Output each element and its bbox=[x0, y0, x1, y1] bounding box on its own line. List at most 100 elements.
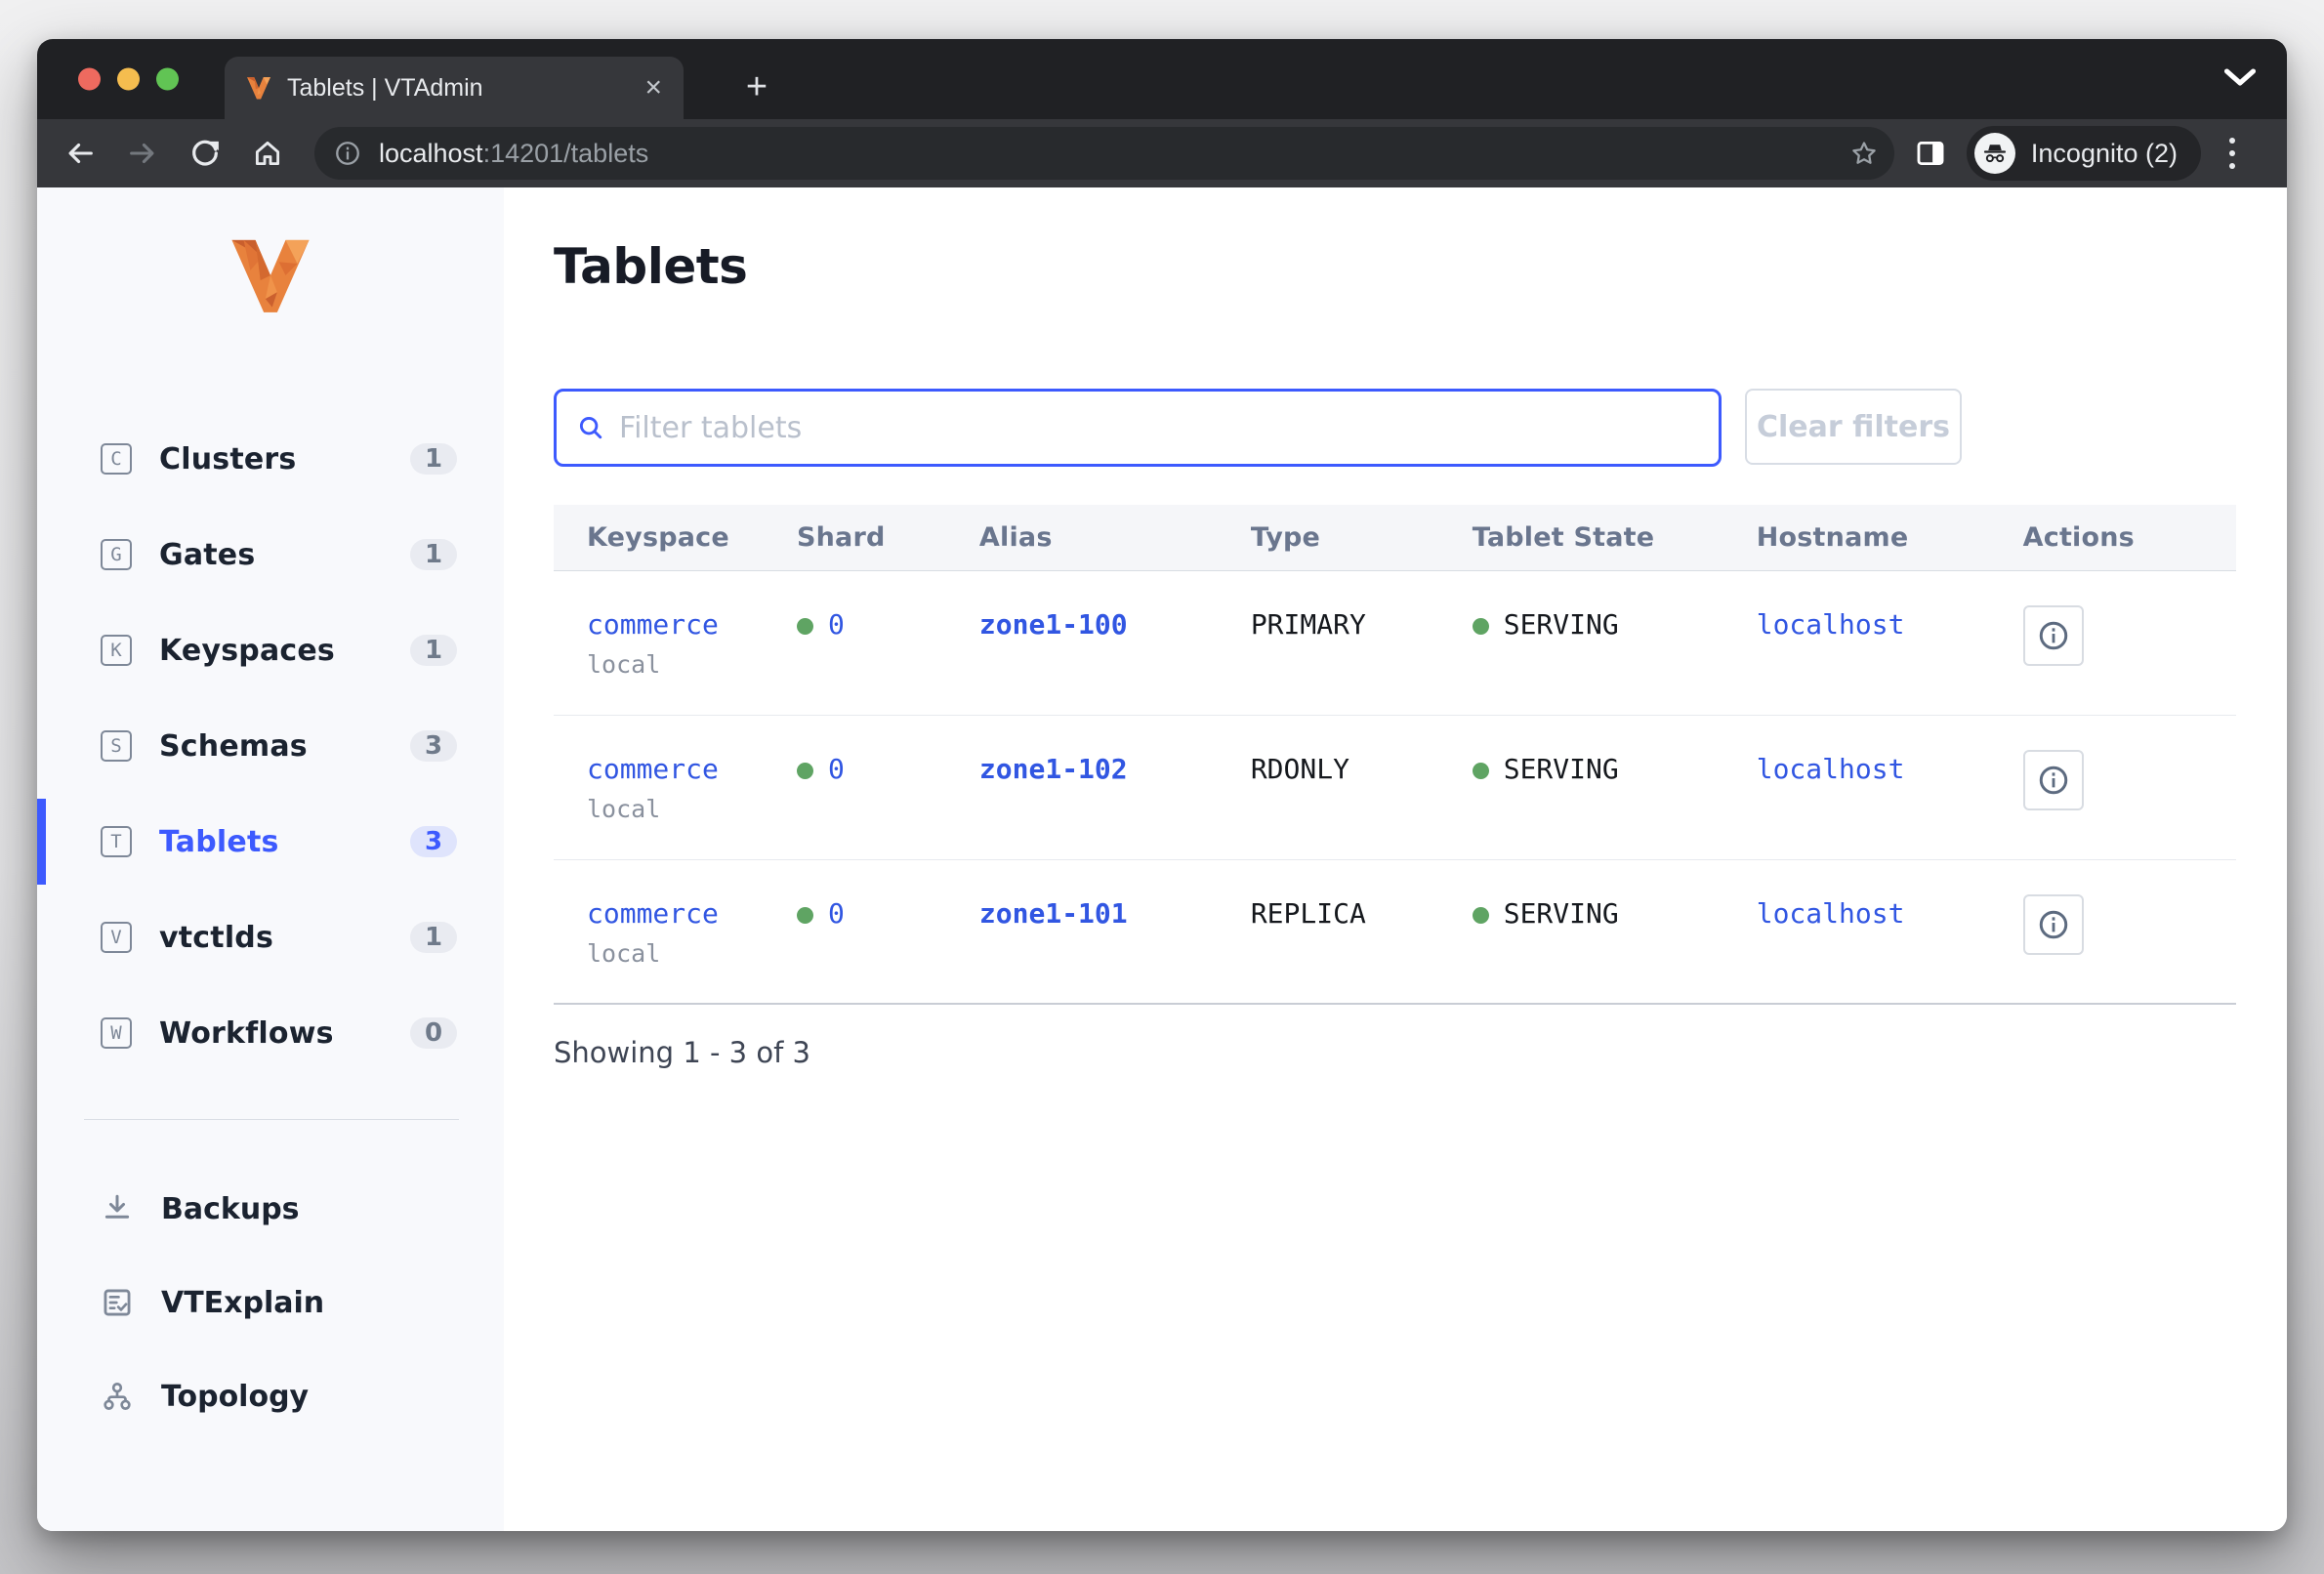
vitess-logo bbox=[228, 236, 312, 318]
sidebar-divider bbox=[84, 1119, 459, 1120]
cluster-name: local bbox=[587, 938, 661, 968]
incognito-badge[interactable]: Incognito (2) bbox=[1966, 126, 2201, 181]
sidebar-item-backups[interactable]: Backups bbox=[37, 1162, 504, 1256]
filter-tablets-input[interactable] bbox=[619, 410, 1699, 445]
new-tab-button[interactable]: + bbox=[745, 65, 768, 107]
incognito-icon bbox=[1973, 133, 2015, 174]
sidebar-item-vtexplain[interactable]: VTExplain bbox=[37, 1256, 504, 1349]
alias-link[interactable]: zone1-100 bbox=[978, 607, 1128, 641]
shard-link[interactable]: 0 bbox=[827, 607, 845, 641]
clear-filters-button[interactable]: Clear filters bbox=[1745, 389, 1962, 465]
col-alias: Alias bbox=[978, 505, 1251, 571]
count-badge: 1 bbox=[410, 635, 457, 666]
browser-tab[interactable]: Tablets | VTAdmin × bbox=[225, 57, 684, 119]
info-icon bbox=[2039, 910, 2067, 938]
sidebar-item-schemas[interactable]: S Schemas 3 bbox=[37, 698, 504, 794]
tablet-state: SERVING bbox=[1503, 752, 1619, 785]
col-actions: Actions bbox=[2022, 505, 2236, 571]
cluster-name: local bbox=[587, 794, 661, 823]
table-row: commerce local 0 zone1-101 REPLICA SERVIN… bbox=[554, 859, 2236, 1005]
search-icon bbox=[579, 416, 602, 439]
page-title: Tablets bbox=[554, 238, 748, 295]
tablet-info-button[interactable] bbox=[2022, 749, 2084, 810]
back-icon[interactable] bbox=[59, 132, 102, 175]
address-bar[interactable]: localhost:14201/tablets bbox=[314, 127, 1894, 180]
side-panel-icon[interactable] bbox=[1908, 131, 1953, 176]
count-badge: 1 bbox=[410, 539, 457, 570]
tablet-state: SERVING bbox=[1503, 896, 1619, 930]
vtexplain-doc-icon bbox=[100, 1286, 135, 1319]
sidebar-item-topology[interactable]: Topology bbox=[37, 1349, 504, 1443]
minimize-window-button[interactable] bbox=[117, 67, 140, 91]
hostname-link[interactable]: localhost bbox=[1756, 607, 1905, 641]
keyspaces-icon: K bbox=[101, 635, 132, 666]
page-content: C Clusters 1 G Gates 1 K Keyspaces 1 S S… bbox=[37, 187, 2287, 1531]
keyspace-link[interactable]: commerce bbox=[587, 752, 719, 785]
site-info-icon[interactable] bbox=[334, 140, 361, 167]
tab-title: Tablets | VTAdmin bbox=[287, 73, 483, 102]
sidebar-item-vtctlds[interactable]: V vtctlds 1 bbox=[37, 890, 504, 985]
alias-link[interactable]: zone1-102 bbox=[978, 752, 1128, 785]
keyspace-link[interactable]: commerce bbox=[587, 896, 719, 930]
chevron-down-icon[interactable] bbox=[2222, 66, 2258, 92]
gates-icon: G bbox=[101, 539, 132, 570]
serving-status-dot bbox=[1472, 762, 1489, 779]
forward-icon[interactable] bbox=[121, 132, 164, 175]
serving-status-dot bbox=[1472, 906, 1489, 924]
sidebar-tools: Backups VTExplain Topology bbox=[37, 1162, 504, 1443]
count-badge: 3 bbox=[410, 826, 457, 857]
bookmark-star-icon[interactable] bbox=[1849, 139, 1879, 168]
maximize-window-button[interactable] bbox=[156, 67, 179, 91]
filter-row: Clear filters bbox=[554, 389, 2287, 467]
col-type: Type bbox=[1250, 505, 1473, 571]
home-icon[interactable] bbox=[246, 132, 289, 175]
col-shard: Shard bbox=[796, 505, 979, 571]
url-host: localhost bbox=[379, 138, 483, 168]
incognito-label: Incognito (2) bbox=[2030, 138, 2178, 168]
filter-box bbox=[554, 389, 1722, 467]
main-panel: Tablets Clear filters Keyspace Shard bbox=[504, 187, 2287, 1531]
count-badge: 3 bbox=[410, 730, 457, 762]
sidebar-item-tablets[interactable]: T Tablets 3 bbox=[37, 794, 504, 890]
hostname-link[interactable]: localhost bbox=[1756, 896, 1905, 930]
tablets-table: Keyspace Shard Alias Type Tablet State H… bbox=[554, 505, 2236, 1005]
traffic-lights bbox=[78, 67, 179, 91]
url-text: localhost:14201/tablets bbox=[379, 139, 1849, 169]
reload-icon[interactable] bbox=[184, 132, 227, 175]
sidebar-item-clusters[interactable]: C Clusters 1 bbox=[37, 411, 504, 507]
browser-toolbar: localhost:14201/tablets Incognito (2) bbox=[37, 119, 2287, 187]
tablet-type: PRIMARY bbox=[1250, 570, 1473, 716]
shard-link[interactable]: 0 bbox=[827, 896, 845, 930]
col-tablet-state: Tablet State bbox=[1472, 505, 1757, 571]
shard-status-dot bbox=[796, 617, 813, 635]
sidebar: C Clusters 1 G Gates 1 K Keyspaces 1 S S… bbox=[37, 187, 504, 1531]
col-hostname: Hostname bbox=[1756, 505, 2023, 571]
col-keyspace: Keyspace bbox=[554, 505, 797, 571]
sidebar-item-workflows[interactable]: W Workflows 0 bbox=[37, 985, 504, 1081]
browser-window: Tablets | VTAdmin × + localhost:14201/ta… bbox=[37, 39, 2287, 1531]
tablet-type: RDONLY bbox=[1250, 715, 1473, 860]
sidebar-item-keyspaces[interactable]: K Keyspaces 1 bbox=[37, 602, 504, 698]
hostname-link[interactable]: localhost bbox=[1756, 752, 1905, 785]
close-tab-icon[interactable]: × bbox=[644, 71, 662, 104]
info-icon bbox=[2039, 621, 2067, 649]
tab-strip: Tablets | VTAdmin × + bbox=[37, 39, 2287, 119]
shard-link[interactable]: 0 bbox=[827, 752, 845, 785]
shard-status-dot bbox=[796, 762, 813, 779]
sidebar-item-gates[interactable]: G Gates 1 bbox=[37, 507, 504, 602]
tablet-state: SERVING bbox=[1503, 607, 1619, 641]
tablet-info-button[interactable] bbox=[2022, 604, 2084, 666]
alias-link[interactable]: zone1-101 bbox=[978, 896, 1128, 930]
vtctlds-icon: V bbox=[101, 922, 132, 953]
tablet-type: REPLICA bbox=[1250, 859, 1473, 1005]
topology-tree-icon bbox=[100, 1380, 135, 1413]
vitess-favicon bbox=[247, 77, 270, 100]
close-window-button[interactable] bbox=[78, 67, 101, 91]
keyspace-link[interactable]: commerce bbox=[587, 607, 719, 641]
browser-menu-icon[interactable] bbox=[2213, 132, 2252, 175]
tablet-info-button[interactable] bbox=[2022, 893, 2084, 955]
workflows-icon: W bbox=[101, 1017, 132, 1049]
sidebar-nav: C Clusters 1 G Gates 1 K Keyspaces 1 S S… bbox=[37, 411, 504, 1081]
count-badge: 1 bbox=[410, 443, 457, 475]
table-header-row: Keyspace Shard Alias Type Tablet State H… bbox=[554, 505, 2236, 571]
